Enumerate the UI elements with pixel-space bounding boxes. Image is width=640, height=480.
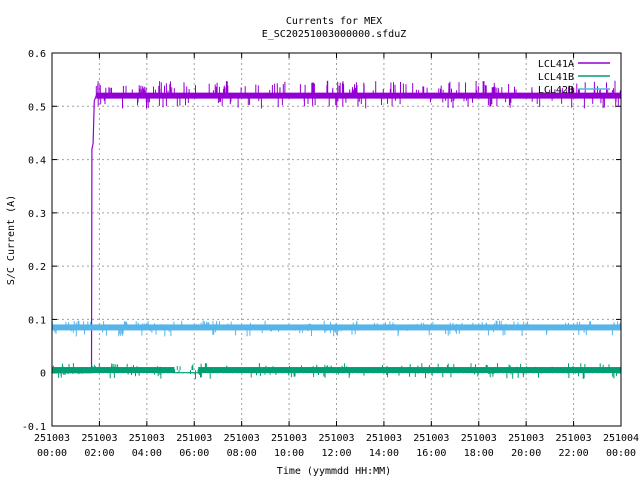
x-tick-label-time: 10:00: [274, 448, 304, 459]
x-tick-label-date: 251003: [318, 433, 354, 444]
legend: LCL41A LCL41B LCL42B: [538, 59, 610, 96]
legend-label: LCL42B: [538, 85, 574, 96]
x-tick-label-time: 08:00: [227, 448, 257, 459]
series-spikes-lcl41b: [52, 363, 617, 379]
y-tick-label: 0: [40, 369, 46, 380]
series-spikes-lcl41a: [95, 80, 621, 109]
x-tick-label-date: 251003: [461, 433, 497, 444]
y-tick-label: 0.2: [28, 262, 46, 273]
x-tick-label-date: 251003: [224, 433, 260, 444]
x-tick-label-time: 18:00: [464, 448, 494, 459]
x-tick-label-date: 251003: [556, 433, 592, 444]
x-tick-label-date: 251003: [271, 433, 307, 444]
series-band-lcl41a: [96, 92, 621, 99]
y-tick-label: 0.6: [28, 49, 46, 60]
chart-subtitle: E_SC20251003000000.sfduZ: [262, 29, 407, 40]
series-lcl41b: [52, 363, 621, 379]
y-axis-label: S/C Current (A): [6, 195, 17, 285]
x-tick-label-date: 251003: [413, 433, 449, 444]
legend-label: LCL41A: [538, 59, 574, 70]
x-tick-label-date: 251003: [366, 433, 402, 444]
chart-title: Currents for MEX: [286, 16, 382, 27]
y-tick-label: 0.3: [28, 209, 46, 220]
series-band-lcl41b: [198, 367, 621, 374]
x-tick-label-time: 02:00: [84, 448, 114, 459]
series-lcl41a: [52, 80, 621, 374]
y-tick-label: 0.1: [28, 315, 46, 326]
x-tick-label-date: 251003: [81, 433, 117, 444]
x-tick-label-time: 04:00: [132, 448, 162, 459]
x-tick-label-time: 00:00: [606, 448, 636, 459]
x-tick-label-time: 12:00: [321, 448, 351, 459]
x-tick-label-date: 251003: [508, 433, 544, 444]
x-tick-label-date: 251003: [176, 433, 212, 444]
plot-frame: [51, 52, 622, 427]
x-tick-label-date: 251004: [603, 433, 639, 444]
x-axis-label: Time (yymmdd HH:MM): [277, 466, 391, 477]
x-tick-label-date: 251003: [129, 433, 165, 444]
x-tick-label-time: 16:00: [416, 448, 446, 459]
y-tick-label: -0.1: [22, 422, 46, 433]
x-tick-label-time: 14:00: [369, 448, 399, 459]
y-tick-label: 0.5: [28, 102, 46, 113]
x-tick-label-time: 20:00: [511, 448, 541, 459]
x-tick-label-time: 22:00: [559, 448, 589, 459]
y-tick-label: 0.4: [28, 156, 46, 167]
series-lcl42b: [51, 320, 621, 337]
x-tick-label-time: 00:00: [37, 448, 67, 459]
legend-label: LCL41B: [538, 72, 574, 83]
x-tick-label-date: 251003: [34, 433, 70, 444]
x-tick-label-time: 06:00: [179, 448, 209, 459]
